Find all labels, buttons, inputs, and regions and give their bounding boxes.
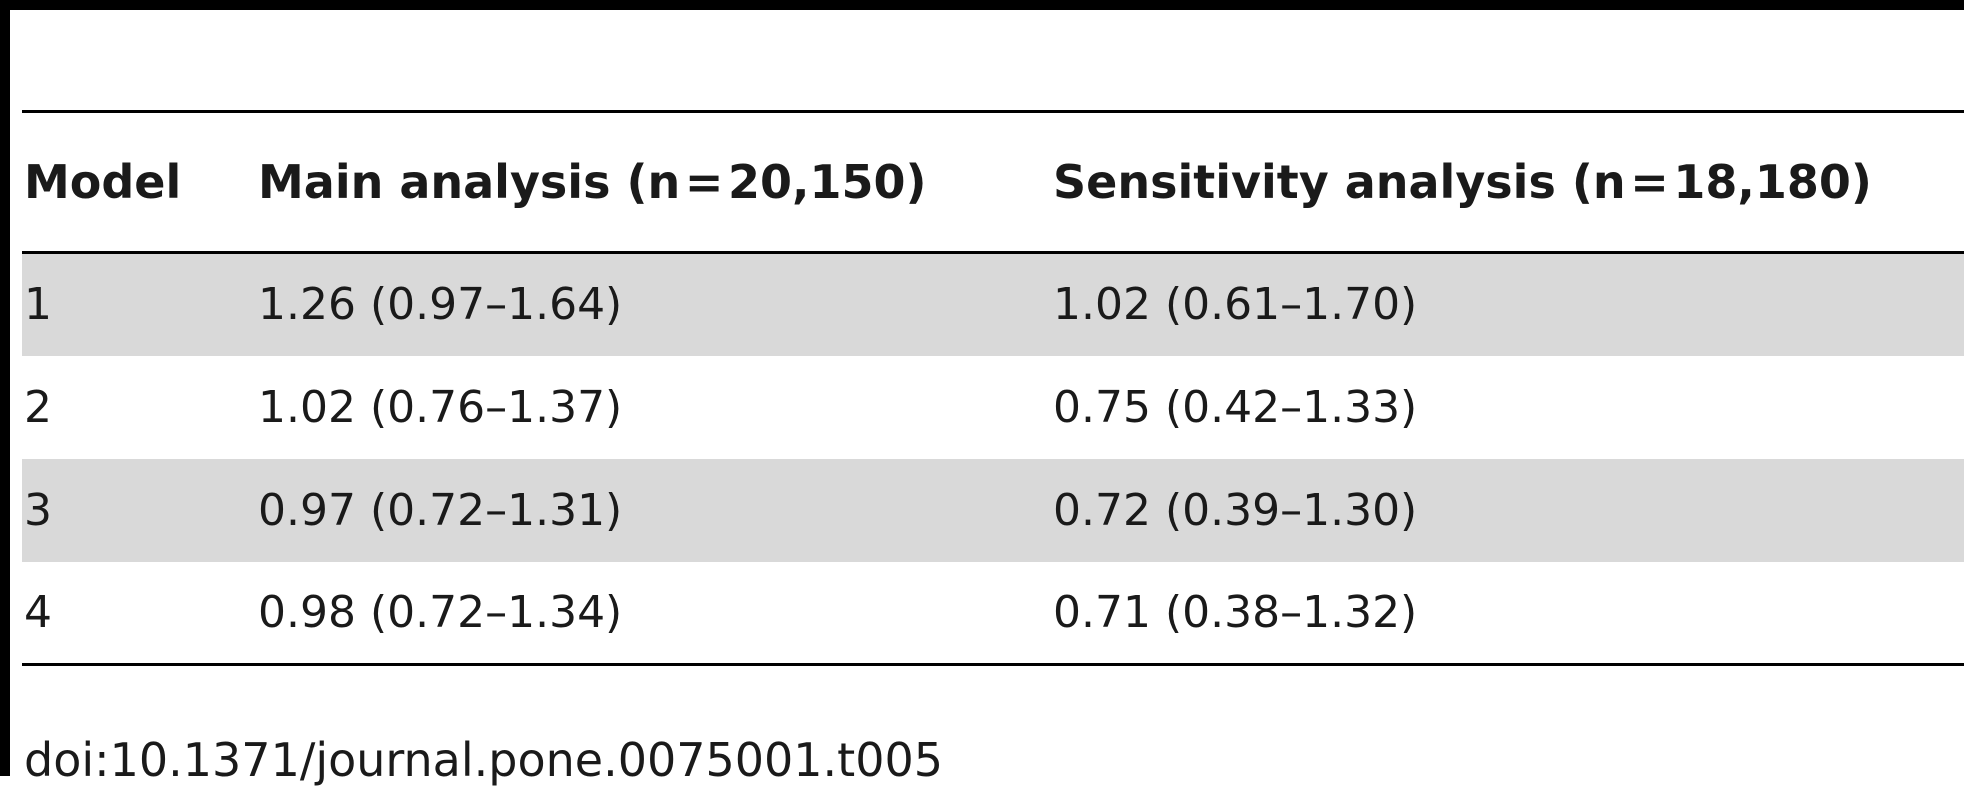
table-row: 1 1.26 (0.97–1.64) 1.02 (0.61–1.70): [22, 252, 1964, 356]
cell-sensitivity-analysis: 0.75 (0.42–1.33): [1053, 381, 1418, 433]
cell-main-analysis: 0.97 (0.72–1.31): [258, 484, 623, 536]
cell-main-analysis: 0.98 (0.72–1.34): [258, 586, 623, 638]
cell-main-analysis: 1.02 (0.76–1.37): [258, 381, 623, 433]
cell-model: 3: [24, 484, 52, 536]
cell-sensitivity-analysis: 1.02 (0.61–1.70): [1053, 279, 1418, 331]
table-row: 4 0.98 (0.72–1.34) 0.71 (0.38–1.32): [22, 562, 1964, 665]
header-model: Model: [24, 155, 182, 209]
table-container: Model Main analysis (n = 20,150) Sensiti…: [22, 110, 1964, 666]
table-row: 3 0.97 (0.72–1.31) 0.72 (0.39–1.30): [22, 458, 1964, 562]
header-main-analysis: Main analysis (n = 20,150): [258, 155, 927, 209]
cell-sensitivity-analysis: 0.72 (0.39–1.30): [1053, 484, 1418, 536]
left-border-rule: [0, 0, 10, 776]
table-header-row: Model Main analysis (n = 20,150) Sensiti…: [22, 111, 1964, 253]
header-sensitivity-analysis: Sensitivity analysis (n = 18,180): [1053, 155, 1872, 209]
cell-main-analysis: 1.26 (0.97–1.64): [258, 279, 623, 331]
doi-citation: doi:10.1371/journal.pone.0075001.t005: [24, 733, 944, 787]
top-border-rule: [0, 0, 1964, 10]
cell-model: 2: [24, 381, 52, 433]
cell-model: 1: [24, 279, 52, 331]
cell-model: 4: [24, 586, 52, 638]
table-row: 2 1.02 (0.76–1.37) 0.75 (0.42–1.33): [22, 356, 1964, 459]
results-table: Model Main analysis (n = 20,150) Sensiti…: [22, 110, 1964, 666]
cell-sensitivity-analysis: 0.71 (0.38–1.32): [1053, 586, 1418, 638]
